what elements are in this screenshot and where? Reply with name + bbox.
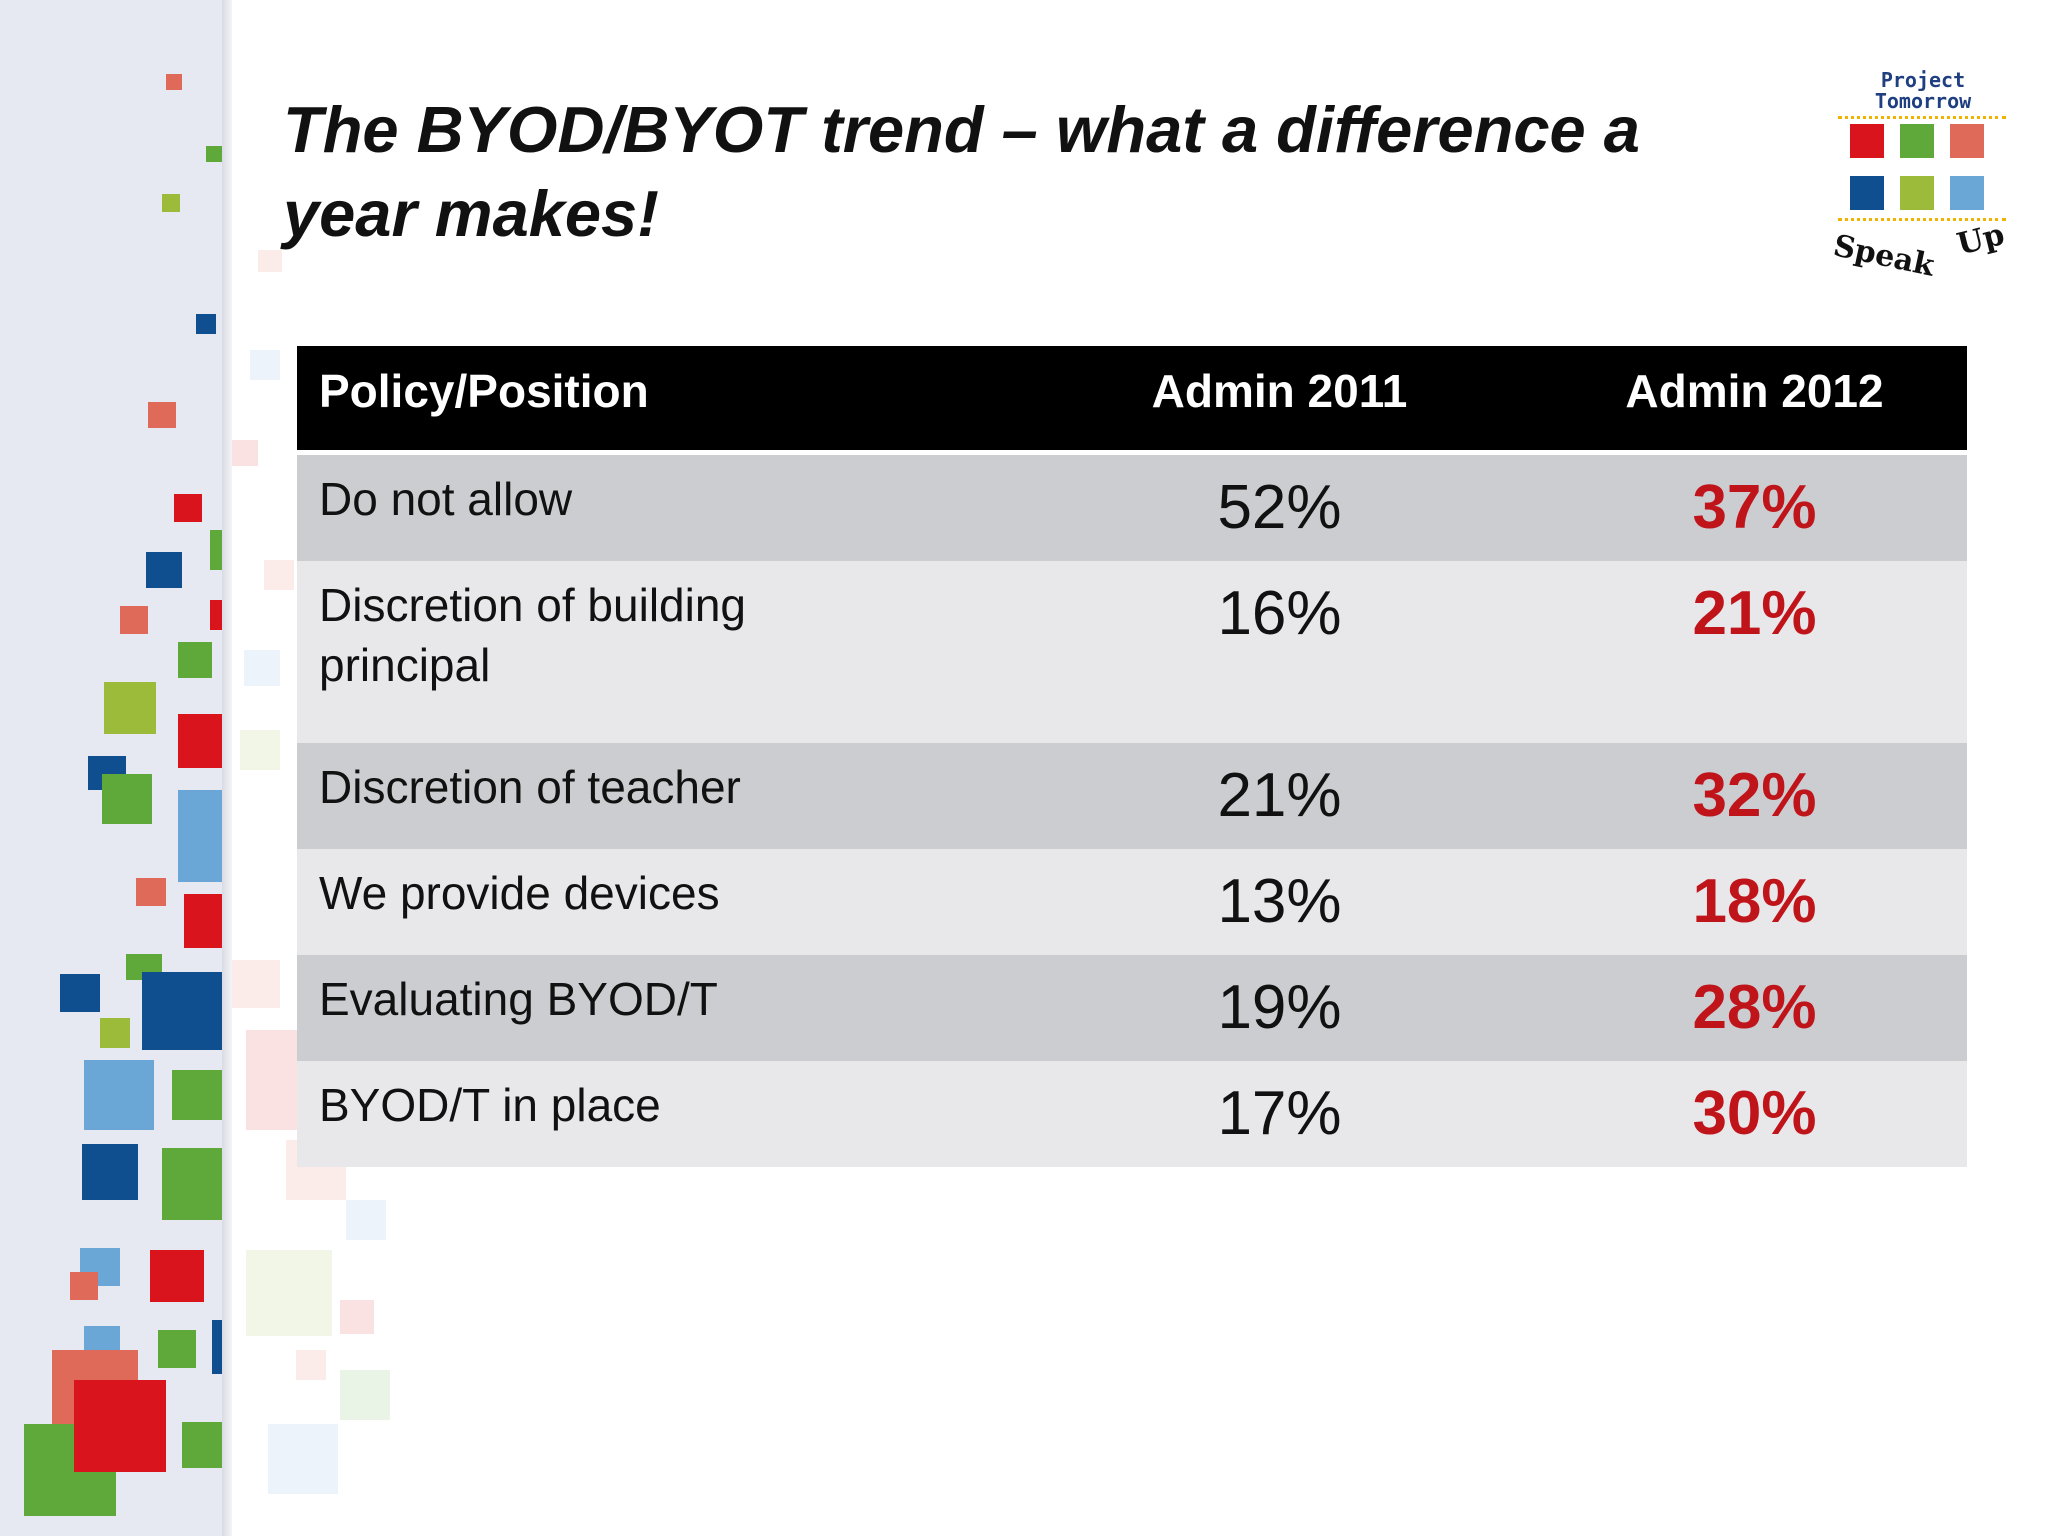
cell-admin-2012: 18% (1692, 867, 1817, 936)
logo-square (1850, 176, 1884, 210)
byod-policy-table: Policy/Position Admin 2011 Admin 2012 Do… (297, 346, 1967, 1167)
faint-decor-square (340, 1300, 374, 1334)
row-label: Do not allow (319, 473, 573, 525)
cell-admin-2011: 52% (1217, 473, 1342, 542)
decor-square (84, 1060, 154, 1130)
header-policy-position: Policy/Position (319, 365, 649, 417)
decor-square (120, 606, 148, 634)
faint-decor-square (244, 650, 280, 686)
cell-admin-2011: 19% (1217, 973, 1342, 1042)
logo-line-project: Project (1880, 68, 1966, 92)
decor-square (150, 1250, 204, 1302)
decor-square (82, 1144, 138, 1200)
decor-square (196, 314, 216, 334)
decor-square (162, 1148, 226, 1220)
cell-admin-2012: 28% (1692, 973, 1817, 1042)
table-header-row: Policy/Position Admin 2011 Admin 2012 (297, 346, 1967, 455)
decor-square (146, 552, 182, 588)
decor-square (142, 972, 226, 1050)
faint-decor-square (232, 440, 258, 466)
logo-dotted-rule (1838, 218, 2006, 221)
decor-square (184, 894, 226, 948)
decor-square (136, 878, 166, 906)
cell-admin-2012: 37% (1692, 473, 1817, 542)
cell-admin-2011: 17% (1217, 1079, 1342, 1148)
faint-decor-square (250, 350, 280, 380)
faint-decor-square (258, 250, 282, 272)
faint-decor-square (232, 960, 280, 1008)
decor-square (104, 682, 156, 734)
row-label: Evaluating BYOD/T (319, 973, 718, 1025)
table-row: Discretion of teacher 21% 32% (297, 743, 1967, 849)
faint-decor-square (246, 1030, 306, 1130)
decor-square (174, 494, 202, 522)
decor-square (166, 74, 182, 90)
decor-square (172, 1070, 222, 1120)
cell-admin-2011: 16% (1217, 579, 1342, 648)
logo-square (1900, 124, 1934, 158)
logo-square (1900, 176, 1934, 210)
decor-square (60, 974, 100, 1012)
decor-square (206, 146, 222, 162)
decor-square (158, 1330, 196, 1368)
faint-decor-square (264, 560, 294, 590)
header-admin-2012: Admin 2012 (1625, 365, 1884, 417)
decor-square (178, 642, 212, 678)
faint-decor-square (296, 1350, 326, 1380)
logo-word-speak: Speak (1830, 228, 1938, 284)
side-panel-edge (222, 0, 232, 1536)
decor-square (74, 1380, 166, 1472)
table-row: We provide devices 13% 18% (297, 849, 1967, 955)
decor-square (148, 402, 176, 428)
faint-decor-square (268, 1424, 338, 1494)
logo-word-up: Up (1953, 217, 2008, 263)
faint-decor-square (346, 1200, 386, 1240)
logo-square (1850, 124, 1884, 158)
cell-admin-2011: 13% (1217, 867, 1342, 936)
cell-admin-2011: 21% (1217, 761, 1342, 830)
table-row: BYOD/T in place 17% 30% (297, 1061, 1967, 1167)
decor-square (100, 1018, 130, 1048)
faint-decor-square (246, 1250, 332, 1336)
table-row: Discretion of building principal 16% 21% (297, 561, 1967, 743)
logo-wordmark: Project Tomorrow (1830, 70, 2016, 112)
slide-title: The BYOD/BYOT trend – what a difference … (283, 93, 1640, 250)
decor-square (178, 790, 226, 882)
faint-decor-square (240, 730, 280, 770)
logo-square (1950, 124, 1984, 158)
decor-square (162, 194, 180, 212)
table-row: Do not allow 52% 37% (297, 455, 1967, 561)
row-label: Discretion of building principal (319, 579, 747, 691)
row-label: We provide devices (319, 867, 720, 919)
logo-line-tomorrow: Tomorrow (1874, 89, 1972, 113)
table-row: Evaluating BYOD/T 19% 28% (297, 955, 1967, 1061)
logo-square (1950, 176, 1984, 210)
header-admin-2011: Admin 2011 (1151, 365, 1408, 417)
decor-square (178, 714, 226, 768)
row-label: BYOD/T in place (319, 1079, 661, 1131)
decor-square (102, 774, 152, 824)
cell-admin-2012: 21% (1692, 579, 1817, 648)
project-tomorrow-speak-up-logo: Project Tomorrow Speak Up (1830, 60, 2016, 284)
logo-dotted-rule (1838, 116, 2006, 119)
faint-decor-square (340, 1370, 390, 1420)
cell-admin-2012: 30% (1692, 1079, 1817, 1148)
cell-admin-2012: 32% (1692, 761, 1817, 830)
decor-square (182, 1422, 226, 1468)
decor-square (70, 1272, 98, 1300)
row-label: Discretion of teacher (319, 761, 741, 813)
decorative-side-panel (0, 0, 228, 1536)
